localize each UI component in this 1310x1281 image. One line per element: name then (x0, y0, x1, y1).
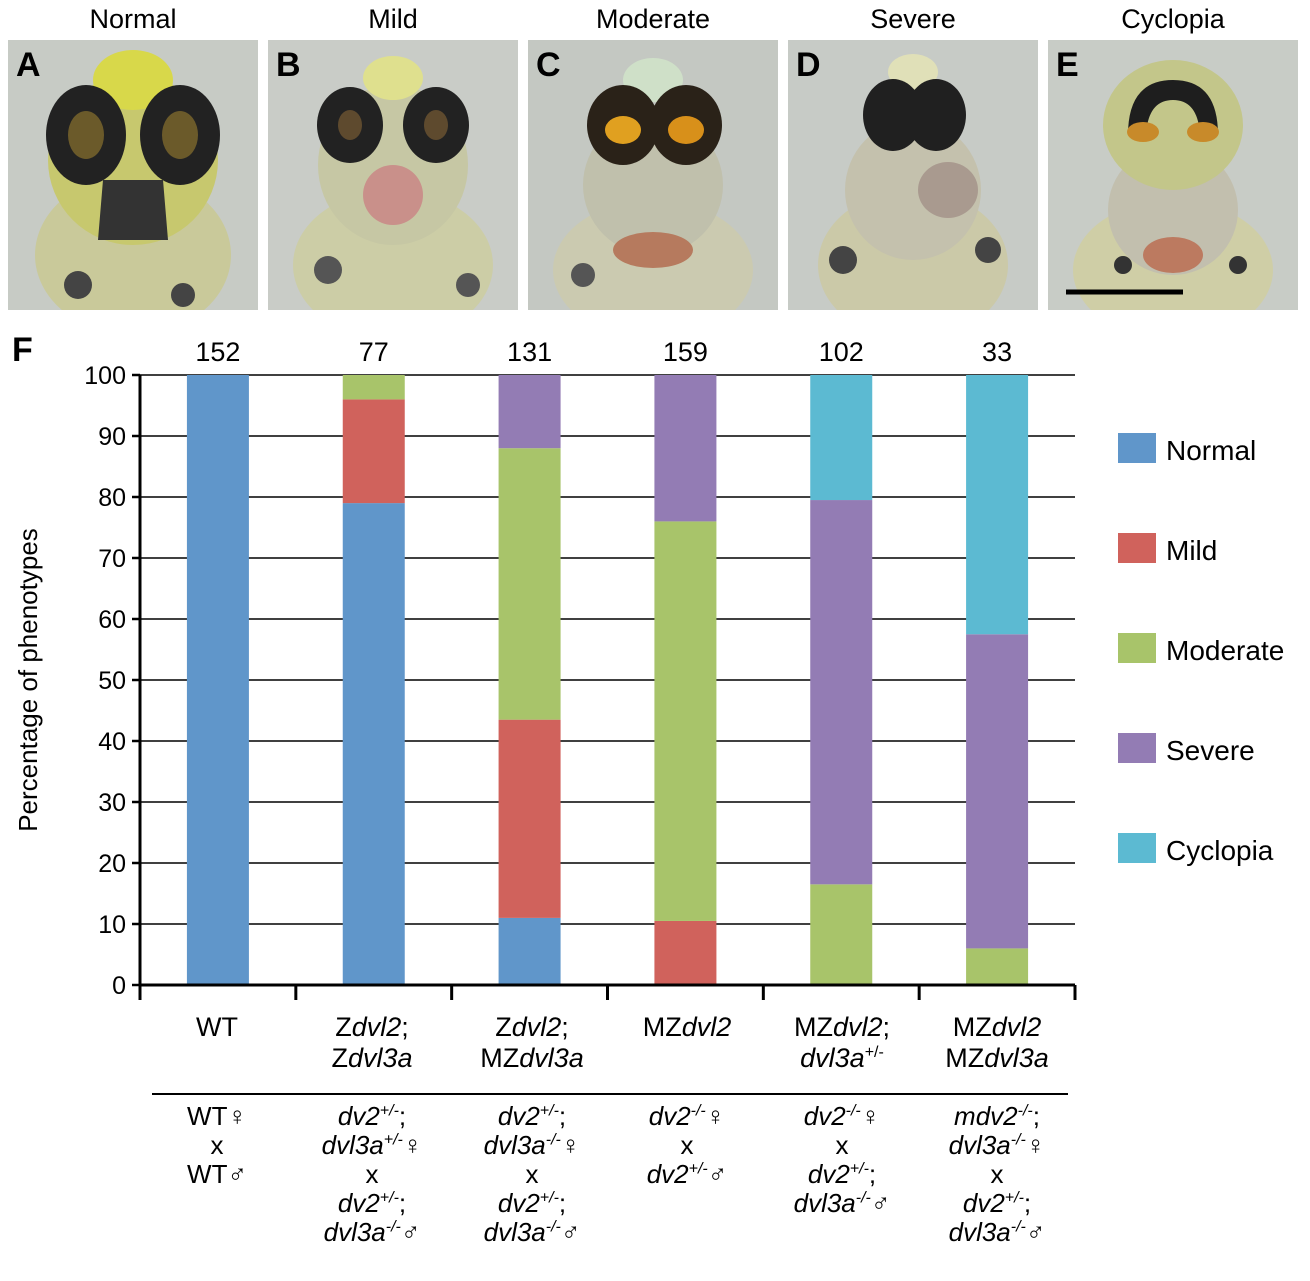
legend-swatch-severe (1118, 733, 1156, 763)
bar-4-moderate (810, 884, 873, 985)
legend-swatch-moderate (1118, 633, 1156, 663)
legend-swatch-normal (1118, 433, 1156, 463)
legend-swatch-cyclopia (1118, 833, 1156, 863)
photo-normal: A (8, 40, 258, 310)
y-axis-label: Percentage of phenotypes (13, 528, 43, 832)
legend-label-cyclopia: Cyclopia (1166, 835, 1274, 866)
photo-severe: D (788, 40, 1038, 310)
y-tick-label-50: 50 (98, 667, 126, 695)
count-label-3: 159 (663, 337, 708, 367)
cross-zdvl2-mzdvl3a: dv2+/-; dvl3a-/-♀ x dv2+/-; dvl3a-/-♂ (483, 1101, 581, 1247)
stacked-bar-chart: F Percentage of phenotypes 0 10 20 30 40 50 60… (12, 331, 1284, 1000)
bar-1-moderate (342, 375, 405, 400)
y-tick-label-80: 80 (98, 484, 126, 512)
axis-layer: 0 10 20 30 40 50 60 70 80 90 100 152 77 131 159 102 33 (84, 337, 1077, 1000)
y-tick-label-0: 0 (112, 972, 126, 1000)
legend-label-moderate: Moderate (1166, 635, 1284, 666)
y-tick-label-20: 20 (98, 850, 126, 878)
y-tick-label-100: 100 (84, 362, 126, 390)
bar-2-mild (498, 719, 561, 918)
genotype-label-mzdvl2-dvl3a-het: MZdvl2; dvl3a+/- (793, 1012, 891, 1073)
y-tick-label-90: 90 (98, 423, 126, 451)
bar-4-cyclopia (810, 375, 873, 501)
genotype-divider (152, 1093, 1068, 1095)
bar-1-mild (342, 399, 405, 504)
cross-mzdvl2: dv2-/-♀ x dv2+/-♂ (646, 1101, 728, 1189)
bar-3-moderate (654, 521, 717, 921)
y-tick-label-60: 60 (98, 606, 126, 634)
cross-mzdvl2-dvl3a-het: dv2-/-♀ x dv2+/-; dvl3a-/-♂ (793, 1101, 891, 1218)
bar-5-cyclopia (966, 375, 1029, 635)
y-tick-label-70: 70 (98, 545, 126, 573)
panel-title-e: Cyclopia (1121, 4, 1225, 34)
bar-2-severe (498, 375, 561, 449)
cross-zdvl2-zdvl3a: dv2+/-; dvl3a+/-♀ x dv2+/-; dvl3a-/-♂ (321, 1101, 423, 1247)
panel-letter-f: F (12, 331, 33, 369)
cross-mzdvl2-mzdvl3a: mdv2-/-; dvl3a-/-♀ x dv2+/-; dvl3a-/-♂ (948, 1101, 1046, 1247)
genotype-label-zdvl2-mzdvl3a: Zdvl2; MZdvl3a (480, 1012, 584, 1073)
panel-title-d: Severe (870, 4, 956, 34)
panel-letter-c: C (536, 46, 561, 84)
bar-5-severe (966, 634, 1029, 949)
panel-letter-e: E (1056, 46, 1079, 84)
bar-2-normal (498, 917, 561, 985)
count-label-2: 131 (507, 337, 552, 367)
count-label-1: 77 (359, 337, 389, 367)
bar-0-normal (186, 375, 249, 985)
count-label-0: 152 (195, 337, 240, 367)
panel-title-b: Mild (368, 4, 418, 34)
bar-3-mild (654, 920, 717, 985)
photo-moderate: C (528, 40, 778, 310)
bar-2-moderate (498, 448, 561, 720)
genotype-label-mzdvl2-mzdvl3a: MZdvl2 MZdvl3a (945, 1012, 1049, 1073)
legend-swatch-mild (1118, 533, 1156, 563)
genotype-label-zdvl2-zdvl3a: Zdvl2; Zdvl3a (331, 1012, 413, 1073)
y-tick-label-40: 40 (98, 728, 126, 756)
genotype-label-wt: WT (196, 1012, 238, 1042)
count-label-4: 102 (819, 337, 864, 367)
photo-cyclopia: E (1048, 40, 1298, 310)
bar-5-moderate (966, 948, 1029, 985)
panel-letter-d: D (796, 46, 821, 84)
bar-3-severe (654, 375, 717, 522)
bar-1-normal (342, 503, 405, 985)
cross-wt: WT♀ x WT♂ (187, 1101, 247, 1189)
bars-layer (186, 375, 1029, 985)
genotype-label-mzdvl2: MZdvl2 (642, 1012, 732, 1042)
bar-4-severe (810, 500, 873, 885)
panel-letter-a: A (16, 46, 41, 84)
grid-layer (140, 374, 1075, 925)
count-label-5: 33 (982, 337, 1012, 367)
y-tick-label-30: 30 (98, 789, 126, 817)
panel-letter-b: B (276, 46, 301, 84)
photo-mild: B (268, 40, 518, 310)
panel-title-a: Normal (89, 4, 177, 34)
y-tick-label-10: 10 (98, 911, 126, 939)
legend-label-severe: Severe (1166, 735, 1255, 766)
legend: Normal Mild Moderate Severe Cyclopia (1118, 433, 1284, 866)
legend-label-mild: Mild (1166, 535, 1217, 566)
panel-title-c: Moderate (595, 4, 711, 34)
legend-label-normal: Normal (1166, 435, 1256, 466)
